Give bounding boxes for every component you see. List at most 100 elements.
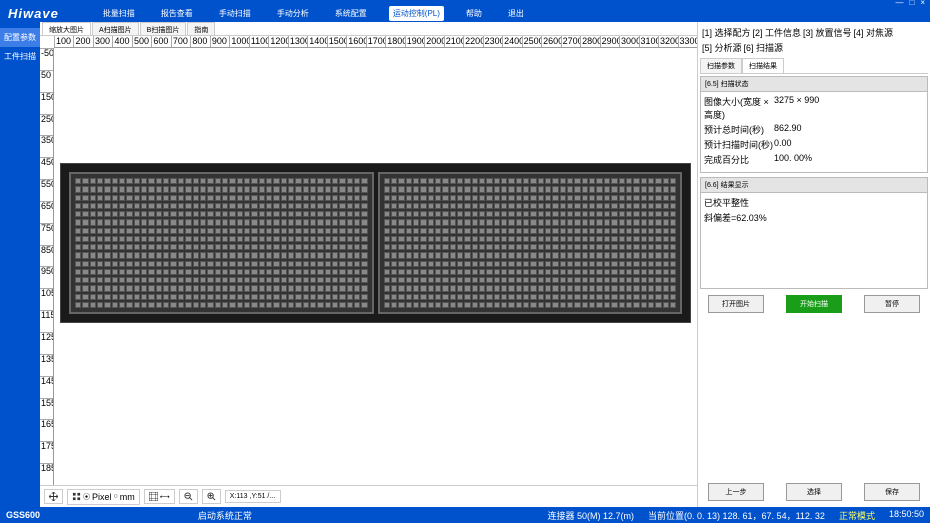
ruler-tick: 1000	[229, 36, 248, 47]
logo: Hiwave	[8, 6, 59, 21]
view-tab[interactable]: 缩放大图片	[42, 22, 91, 35]
ruler-tick: 250	[40, 114, 53, 136]
save-button[interactable]: 保存	[864, 483, 920, 501]
top-nav: 批量扫描 报告查看 手动扫描 手动分析 系统配置 运动控制(PL) 帮助 退出	[99, 6, 528, 21]
ruler-tick: 1150	[40, 310, 53, 332]
ruler-tick: 2500	[522, 36, 541, 47]
result-tab[interactable]: 扫描结果	[742, 58, 784, 73]
start-scan-button[interactable]: 开始扫描	[786, 295, 842, 313]
step-link[interactable]: [1] 选择配方	[702, 26, 751, 39]
ruler-tick: 3300	[678, 36, 697, 47]
ruler-tick: -50	[40, 48, 53, 70]
select-button[interactable]: 选择	[786, 483, 842, 501]
ruler-tick: 850	[40, 245, 53, 267]
ruler-tick: 1400	[307, 36, 326, 47]
header: Hiwave 批量扫描 报告查看 手动扫描 手动分析 系统配置 运动控制(PL) 帮助 退出	[0, 4, 930, 22]
ruler-tick: 1850	[40, 463, 53, 485]
kv-row: 斜偏差=62.03%	[704, 211, 924, 224]
nav-item[interactable]: 报告查看	[157, 6, 197, 21]
ruler-tick: 1800	[385, 36, 404, 47]
action-buttons-1: 打开图片 开始扫描 暂停	[700, 291, 928, 317]
zoom-out-button[interactable]	[179, 489, 198, 504]
result-tabs: 扫描参数扫描结果	[700, 58, 928, 74]
view-tab[interactable]: A扫描图片	[92, 22, 139, 35]
ruler-tick: 100	[54, 36, 73, 47]
nav-arrows-tool[interactable]	[44, 489, 63, 504]
ruler-tick: 1350	[40, 354, 53, 376]
nav-item[interactable]: 系统配置	[331, 6, 371, 21]
ruler-tick: 1500	[327, 36, 346, 47]
ruler-tick: 600	[151, 36, 170, 47]
kv-key: 斜偏差=62.03%	[704, 211, 774, 224]
status-mode: 正常模式	[839, 509, 875, 522]
status-center: 启动系统正常	[198, 509, 252, 522]
ruler-tick: 450	[40, 157, 53, 179]
nav-item[interactable]: 手动扫描	[215, 6, 255, 21]
canvas[interactable]	[54, 48, 697, 485]
step-link[interactable]: [6] 扫描源	[744, 41, 784, 54]
unit-toggle[interactable]: ⦿Pixel ○mm	[67, 489, 140, 505]
step-link[interactable]: [2] 工件信息	[753, 26, 802, 39]
view-tab[interactable]: 指南	[187, 22, 215, 35]
kv-key: 预计总时间(秒)	[704, 123, 774, 136]
ruler-tick: 950	[40, 266, 53, 288]
step-nav: [1] 选择配方[2] 工件信息[3] 放置信号[4] 对焦源 [5] 分析源[6…	[700, 24, 928, 56]
nav-item[interactable]: 批量扫描	[99, 6, 139, 21]
ruler-tick: 2400	[502, 36, 521, 47]
viewer-toolbar: ⦿Pixel ○mm ⟷ X:113 ,Y:51 /...	[40, 485, 697, 507]
step-link[interactable]: [5] 分析源	[702, 41, 742, 54]
ruler-tick: 1550	[40, 398, 53, 420]
ruler-tick: 3200	[658, 36, 677, 47]
view-tab[interactable]: B扫描图片	[140, 22, 187, 35]
ruler-tick: 400	[112, 36, 131, 47]
kv-row: 预计扫描时间(秒)0.00	[704, 138, 924, 151]
minimize-button[interactable]: —	[892, 0, 906, 7]
kv-row: 已校平整性	[704, 196, 924, 209]
pause-button[interactable]: 暂停	[864, 295, 920, 313]
mm-label: mm	[120, 492, 135, 502]
section-header: [6.5] 扫描状态	[701, 77, 927, 92]
ruler-tick: 1300	[288, 36, 307, 47]
kv-key: 已校平整性	[704, 196, 774, 209]
nav-item[interactable]: 退出	[504, 6, 528, 21]
ruler-tick: 1100	[249, 36, 268, 47]
nav-item[interactable]: 运动控制(PL)	[389, 6, 444, 21]
viewer-pane: 缩放大图片A扫描图片B扫描图片指南 1002003004005006007008…	[40, 22, 698, 507]
ruler-tick: 3000	[619, 36, 638, 47]
ruler-tick: 650	[40, 201, 53, 223]
ruler-tick: 700	[171, 36, 190, 47]
kv-val: 3275 × 990	[774, 95, 819, 121]
ruler-tick: 750	[40, 223, 53, 245]
status-bar: GSS600 启动系统正常 连接器 50(M) 12.7(m) 当前位置(0. …	[0, 507, 930, 523]
kv-row: 图像大小(宽度 × 高度)3275 × 990	[704, 95, 924, 121]
grid-tool[interactable]: ⟷	[144, 489, 175, 504]
prev-step-button[interactable]: 上一步	[708, 483, 764, 501]
kv-row: 预计总时间(秒)862.90	[704, 123, 924, 136]
ruler-tick: 800	[190, 36, 209, 47]
result-display-section: [6.6] 结果显示 已校平整性斜偏差=62.03%	[700, 177, 928, 289]
close-button[interactable]: ×	[917, 0, 928, 7]
scan-image	[60, 163, 691, 323]
zoom-in-button[interactable]	[202, 489, 221, 504]
step-link[interactable]: [4] 对焦源	[854, 26, 894, 39]
kv-key: 完成百分比	[704, 153, 774, 166]
ruler-tick: 1450	[40, 376, 53, 398]
open-image-button[interactable]: 打开图片	[708, 295, 764, 313]
nav-item[interactable]: 手动分析	[273, 6, 313, 21]
step-link[interactable]: [3] 放置信号	[803, 26, 852, 39]
kv-val: 862.90	[774, 123, 802, 136]
sidebar-item[interactable]: 工件扫描	[0, 47, 40, 66]
ruler-tick: 550	[40, 179, 53, 201]
pixel-label: Pixel	[92, 492, 112, 502]
ruler-tick: 900	[210, 36, 229, 47]
kv-key: 预计扫描时间(秒)	[704, 138, 774, 151]
canvas-wrap: 1002003004005006007008009001000110012001…	[40, 36, 697, 485]
sidebar-item[interactable]: 配置参数	[0, 28, 40, 47]
kv-key: 图像大小(宽度 × 高度)	[704, 95, 774, 121]
action-buttons-2: 上一步 选择 保存	[700, 479, 928, 505]
ruler-tick: 1750	[40, 441, 53, 463]
ruler-tick: 350	[40, 135, 53, 157]
nav-item[interactable]: 帮助	[462, 6, 486, 21]
result-tab[interactable]: 扫描参数	[700, 58, 742, 73]
maximize-button[interactable]: □	[906, 0, 917, 7]
